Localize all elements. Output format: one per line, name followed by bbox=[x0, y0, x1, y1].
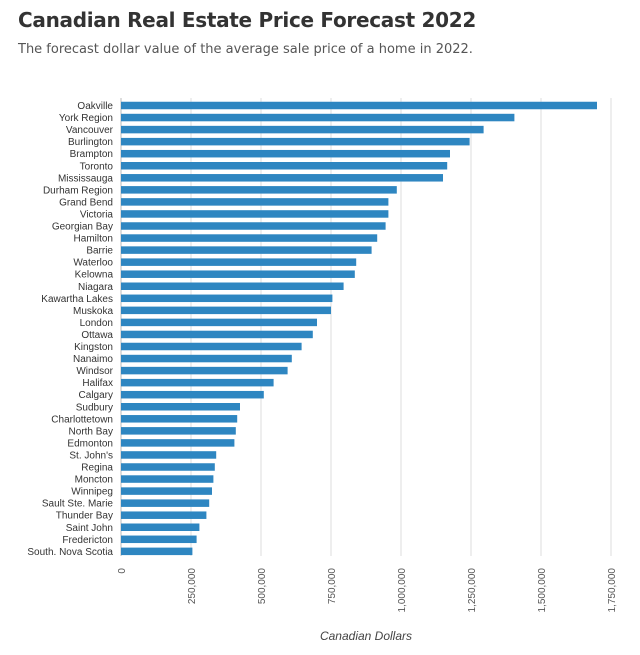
x-axis-title: Canadian Dollars bbox=[320, 629, 412, 643]
bar bbox=[121, 282, 344, 290]
bar bbox=[121, 487, 212, 495]
bar bbox=[121, 390, 264, 399]
x-tick-label: 1,250,000 bbox=[467, 568, 478, 613]
category-label: Burlington bbox=[68, 137, 113, 148]
category-label: Mississauga bbox=[58, 173, 113, 184]
category-label: Hamilton bbox=[74, 234, 113, 245]
x-tick-label: 250,000 bbox=[187, 568, 198, 605]
category-label: Edmonton bbox=[67, 438, 113, 449]
category-label: Calgary bbox=[79, 390, 113, 401]
category-label: Oakville bbox=[77, 101, 113, 112]
category-label: St. John's bbox=[69, 450, 113, 461]
category-label: Fredericton bbox=[62, 535, 113, 546]
bar bbox=[121, 246, 372, 254]
category-label: Regina bbox=[81, 463, 113, 474]
bar bbox=[121, 499, 210, 507]
category-label: Grand Bend bbox=[59, 197, 113, 208]
category-label: Ottawa bbox=[81, 330, 113, 341]
x-tick-label: 1,500,000 bbox=[537, 568, 548, 613]
category-label: Georgian Bay bbox=[52, 222, 113, 233]
bar bbox=[121, 330, 313, 339]
bar bbox=[121, 415, 238, 423]
category-label: Kingston bbox=[74, 342, 113, 353]
category-label: Moncton bbox=[75, 475, 113, 486]
bar bbox=[121, 439, 235, 447]
bar bbox=[121, 222, 386, 230]
category-label: Toronto bbox=[80, 161, 114, 172]
category-label: Barrie bbox=[86, 246, 113, 257]
category-label: Waterloo bbox=[73, 258, 113, 269]
bar bbox=[121, 354, 292, 363]
bar bbox=[121, 149, 450, 158]
bar bbox=[121, 306, 331, 315]
bar bbox=[121, 475, 214, 483]
category-label: Sault Ste. Marie bbox=[42, 499, 114, 510]
bar bbox=[121, 210, 389, 218]
bar bbox=[121, 258, 357, 266]
bar bbox=[121, 101, 597, 110]
bar bbox=[121, 403, 240, 411]
bar bbox=[121, 318, 317, 327]
chart-subtitle: The forecast dollar value of the average… bbox=[18, 42, 473, 57]
category-label: Vancouver bbox=[66, 125, 114, 136]
category-label: York Region bbox=[59, 113, 113, 124]
category-label: Winnipeg bbox=[71, 487, 113, 498]
bar bbox=[121, 294, 333, 303]
bar bbox=[121, 378, 274, 387]
bar bbox=[121, 186, 397, 194]
bar bbox=[121, 463, 215, 471]
category-label: Sudbury bbox=[76, 402, 113, 413]
category-label: Thunder Bay bbox=[56, 511, 113, 522]
x-tick-label: 500,000 bbox=[257, 568, 268, 605]
x-tick-label: 750,000 bbox=[327, 568, 338, 605]
bar bbox=[121, 113, 515, 122]
bars bbox=[121, 101, 597, 556]
x-tick-label: 1,000,000 bbox=[397, 568, 408, 613]
category-label: Durham Region bbox=[43, 185, 113, 196]
category-label: Saint John bbox=[66, 523, 113, 534]
category-label: Kelowna bbox=[75, 270, 114, 281]
category-label: Halifax bbox=[82, 378, 113, 389]
category-label: North Bay bbox=[69, 426, 113, 437]
bar bbox=[121, 162, 448, 170]
bar bbox=[121, 174, 443, 182]
category-label: Victoria bbox=[80, 209, 114, 220]
bar bbox=[121, 270, 355, 278]
bar bbox=[121, 451, 217, 459]
bar bbox=[121, 523, 200, 531]
category-label: Windsor bbox=[76, 366, 113, 377]
category-label: South. Nova Scotia bbox=[27, 547, 113, 558]
category-label: London bbox=[80, 318, 113, 329]
x-tick-label: 1,750,000 bbox=[607, 568, 618, 613]
bar bbox=[121, 234, 378, 242]
bar bbox=[121, 342, 302, 351]
bar bbox=[121, 137, 470, 146]
category-label: Nanaimo bbox=[73, 354, 113, 365]
bar bbox=[121, 535, 197, 544]
bar bbox=[121, 511, 207, 519]
chart-title: Canadian Real Estate Price Forecast 2022 bbox=[18, 8, 476, 32]
category-label: Brampton bbox=[70, 149, 113, 160]
bar bbox=[121, 427, 236, 435]
bar bbox=[121, 198, 389, 206]
bar bbox=[121, 366, 288, 375]
category-label: Muskoka bbox=[73, 306, 113, 317]
bar bbox=[121, 547, 193, 556]
x-tick-label: 0 bbox=[117, 568, 128, 574]
category-label: Charlottetown bbox=[51, 414, 113, 425]
bar bbox=[121, 125, 484, 134]
tick-labels: 0 250,000 500,000 750,000 1,000,000 1,250,000… bbox=[117, 568, 618, 613]
category-label: Niagara bbox=[78, 282, 113, 293]
category-label: Kawartha Lakes bbox=[41, 294, 113, 305]
